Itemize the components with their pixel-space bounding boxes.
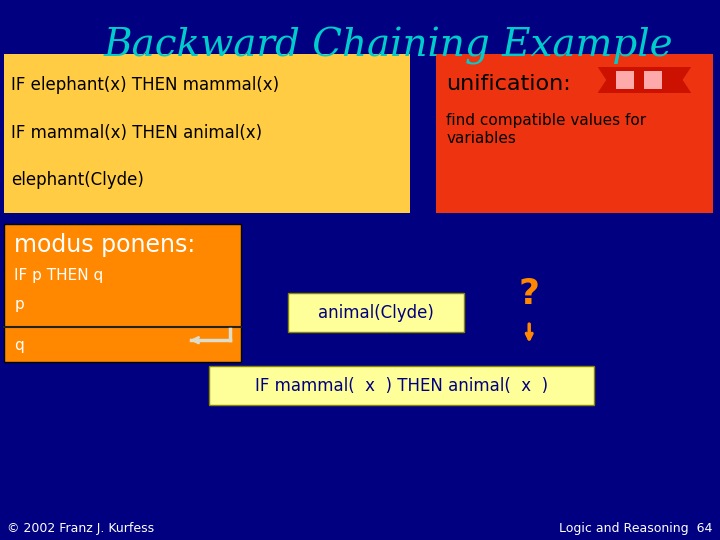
Text: IF elephant(x) THEN mammal(x): IF elephant(x) THEN mammal(x)	[11, 76, 279, 94]
Text: find compatible values for
variables: find compatible values for variables	[446, 113, 647, 146]
Text: IF p THEN q: IF p THEN q	[14, 268, 104, 283]
FancyBboxPatch shape	[436, 54, 713, 213]
FancyBboxPatch shape	[4, 224, 241, 362]
Text: Logic and Reasoning  64: Logic and Reasoning 64	[559, 522, 713, 535]
FancyBboxPatch shape	[616, 71, 634, 89]
Text: IF mammal(x) THEN animal(x): IF mammal(x) THEN animal(x)	[11, 124, 262, 142]
Text: modus ponens:: modus ponens:	[14, 233, 196, 256]
Text: © 2002 Franz J. Kurfess: © 2002 Franz J. Kurfess	[7, 522, 154, 535]
FancyBboxPatch shape	[598, 67, 691, 93]
FancyBboxPatch shape	[4, 54, 410, 213]
Text: IF mammal(  x  ) THEN animal(  x  ): IF mammal( x ) THEN animal( x )	[255, 376, 548, 395]
Text: animal(Clyde): animal(Clyde)	[318, 303, 434, 322]
FancyBboxPatch shape	[644, 71, 662, 89]
Text: unification:: unification:	[446, 73, 571, 94]
Polygon shape	[683, 67, 691, 93]
FancyBboxPatch shape	[209, 366, 594, 405]
Polygon shape	[598, 67, 606, 93]
FancyBboxPatch shape	[288, 293, 464, 332]
Text: q: q	[14, 338, 24, 353]
Text: Backward Chaining Example: Backward Chaining Example	[104, 27, 674, 65]
Text: elephant(Clyde): elephant(Clyde)	[11, 171, 144, 190]
Text: p: p	[14, 296, 24, 312]
Text: ?: ?	[518, 278, 540, 311]
